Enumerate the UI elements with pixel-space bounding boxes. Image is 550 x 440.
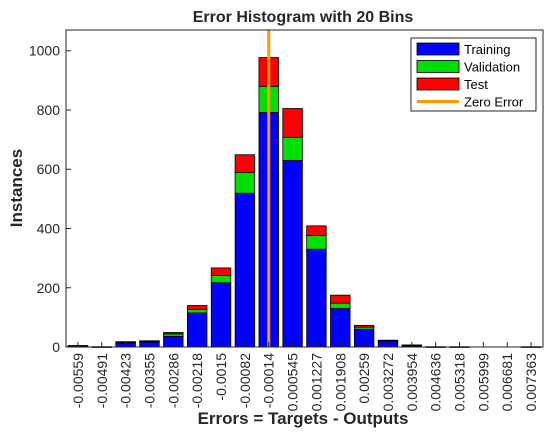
bar-training-9: [282, 159, 303, 348]
bar-test-10: [306, 225, 327, 237]
bar-test-5: [186, 305, 208, 310]
x-tick-label: 0.005999: [475, 353, 491, 412]
x-tick-label: -0.00355: [141, 353, 157, 408]
bar-test-3: [139, 340, 160, 342]
bar-test-6: [210, 267, 232, 276]
x-tick-label: 0.001227: [308, 353, 324, 412]
x-tick-label: -0.00423: [118, 353, 134, 408]
bar-training-7: [234, 192, 256, 348]
legend-label: Validation: [464, 60, 520, 75]
x-tick-label: -0.0015: [213, 353, 229, 401]
bar-validation-5: [186, 308, 208, 314]
bar-training-11: [330, 308, 351, 348]
x-tick-label: 0.006681: [499, 353, 515, 412]
y-tick-label: 200: [37, 280, 61, 296]
x-tick-label: -0.00286: [165, 353, 181, 408]
y-tick-label: 400: [37, 221, 61, 237]
x-tick-label: -0.00014: [261, 353, 277, 408]
x-tick-label: 0.007363: [523, 353, 539, 412]
bar-validation-6: [210, 275, 232, 284]
x-tick-label: 0.000545: [285, 353, 301, 412]
bar-test-7: [234, 154, 256, 173]
x-tick-label: -0.00218: [189, 353, 205, 408]
bar-validation-11: [330, 302, 351, 309]
y-axis-label: Instances: [7, 149, 26, 227]
x-tick-label: 0.004636: [428, 353, 444, 412]
bar-test-13: [377, 339, 399, 342]
legend: Training Validation Test Zero Error: [410, 37, 537, 112]
legend-swatch-training: [416, 42, 460, 56]
legend-swatch-validation: [416, 60, 460, 73]
x-tick-label: 0.001908: [332, 353, 348, 412]
x-axis-label: Errors = Targets - Outputs: [198, 409, 409, 428]
legend-label: Test: [464, 77, 488, 92]
chart-title: Error Histogram with 20 Bins: [193, 9, 414, 26]
legend-label: Zero Error: [464, 95, 524, 110]
legend-items: Training Validation Test Zero Error: [416, 42, 524, 110]
bar-test-11: [330, 294, 351, 304]
x-tick-label: 0.003954: [404, 353, 420, 412]
plot-frame: [65, 29, 544, 348]
bar-validation-9: [282, 136, 303, 161]
x-tick-label: 0.005318: [452, 353, 468, 412]
bar-training-5: [186, 312, 208, 348]
x-tick-label: -0.00559: [70, 353, 86, 408]
bar-training-6: [210, 282, 232, 348]
x-tick-label: -0.00491: [94, 353, 110, 408]
bar-validation-10: [306, 235, 327, 250]
y-tick-label: 1000: [29, 43, 60, 59]
y-tick-label: 600: [37, 161, 61, 177]
bar-training-10: [306, 248, 327, 348]
legend-swatch-test: [416, 77, 460, 91]
legend-label: Training: [464, 42, 510, 57]
bar-validation-7: [234, 172, 256, 194]
y-tick-label: 0: [52, 339, 60, 355]
bar-test-4: [163, 332, 184, 335]
x-tick-label: -0.00082: [237, 353, 253, 408]
x-axis-ticks: -0.00559 -0.00491 -0.00423 -0.00355 -0.00286…: [70, 342, 539, 411]
x-tick-label: 0.003272: [380, 353, 396, 412]
bar-test-12: [353, 324, 375, 328]
x-tick-label: 0.00259: [356, 353, 372, 404]
y-tick-label: 800: [37, 102, 61, 118]
bar-test-9: [282, 108, 303, 138]
y-axis-ticks: 0 200 400 600 800 1000: [29, 43, 71, 355]
